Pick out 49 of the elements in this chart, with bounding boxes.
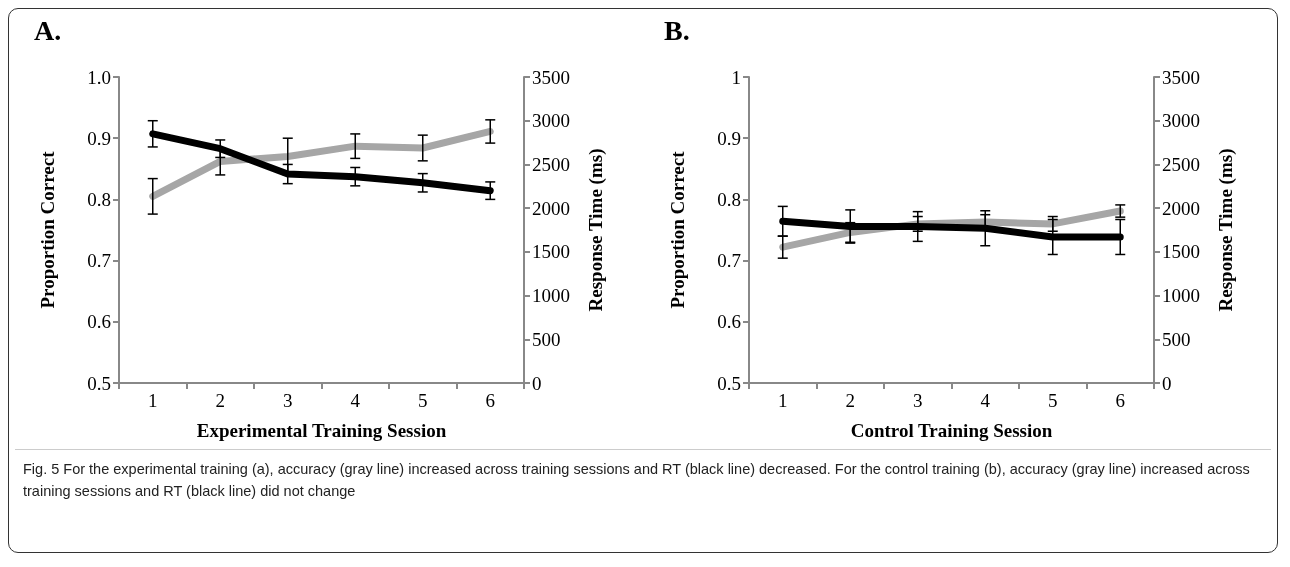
y-tick-label: 0.7 [87,250,111,272]
x-axis-title: Control Training Session [850,420,1053,441]
y-tick-label: 0.6 [717,311,741,333]
y2-tick-label: 3000 [532,110,570,132]
y2-axis-title: Response Time (ms) [585,148,607,312]
x-tick-label: 4 [980,390,991,411]
x-tick-label: 6 [1115,390,1125,411]
y-tick-label: 0.8 [717,188,741,210]
caption: Fig. 5 For the experimental training (a), accuracy (gray line) increased across training sessions and RT (black line) decreased. For the control training (b), accuracy (gray line) increased across training sessions and RT (black line) did not change [23,460,1251,501]
x-tick-label: 1 [148,390,158,411]
y-axis-title: Proportion Correct [37,150,58,309]
x-tick-label: 5 [418,390,428,411]
y2-tick-label: 500 [1162,328,1191,350]
y2-tick-label: 3000 [1162,110,1200,132]
x-tick-label: 6 [485,390,495,411]
x-tick-label: 2 [845,390,855,411]
x-tick-label: 2 [215,390,225,411]
y-axis-title: Proportion Correct [667,150,688,309]
x-axis-title: Experimental Training Session [196,420,447,441]
y-tick-label: 0.6 [87,311,111,333]
y2-tick-label: 1000 [532,285,570,307]
y2-tick-label: 500 [532,328,561,350]
y-tick-label: 0.8 [87,188,111,210]
x-tick-label: 3 [913,390,923,411]
y2-tick-label: 2000 [532,197,570,219]
y-tick-label: 0.9 [717,127,741,149]
y2-tick-label: 1500 [1162,241,1200,263]
x-tick-label: 1 [778,390,788,411]
y2-tick-label: 2500 [1162,153,1200,175]
y-tick-label: 0.5 [87,372,111,394]
y2-tick-label: 3500 [532,66,570,88]
y2-tick-label: 0 [532,372,542,394]
y-tick-label: 0.9 [87,127,111,149]
y2-tick-label: 1000 [1162,285,1200,307]
x-tick-label: 4 [350,390,361,411]
y-tick-label: 1.0 [87,66,111,88]
x-tick-label: 5 [1048,390,1058,411]
chart-title: B. [664,14,690,46]
x-tick-label: 3 [283,390,293,411]
y-tick-label: 1 [731,66,741,88]
y-tick-label: 0.5 [717,372,741,394]
y2-tick-label: 0 [1162,372,1172,394]
y2-tick-label: 3500 [1162,66,1200,88]
y2-axis-title: Response Time (ms) [1215,148,1237,312]
chart-title: A. [34,14,62,46]
y-tick-label: 0.7 [717,250,741,272]
y2-tick-label: 2000 [1162,197,1200,219]
y2-tick-label: 1500 [532,241,570,263]
y2-tick-label: 2500 [532,153,570,175]
